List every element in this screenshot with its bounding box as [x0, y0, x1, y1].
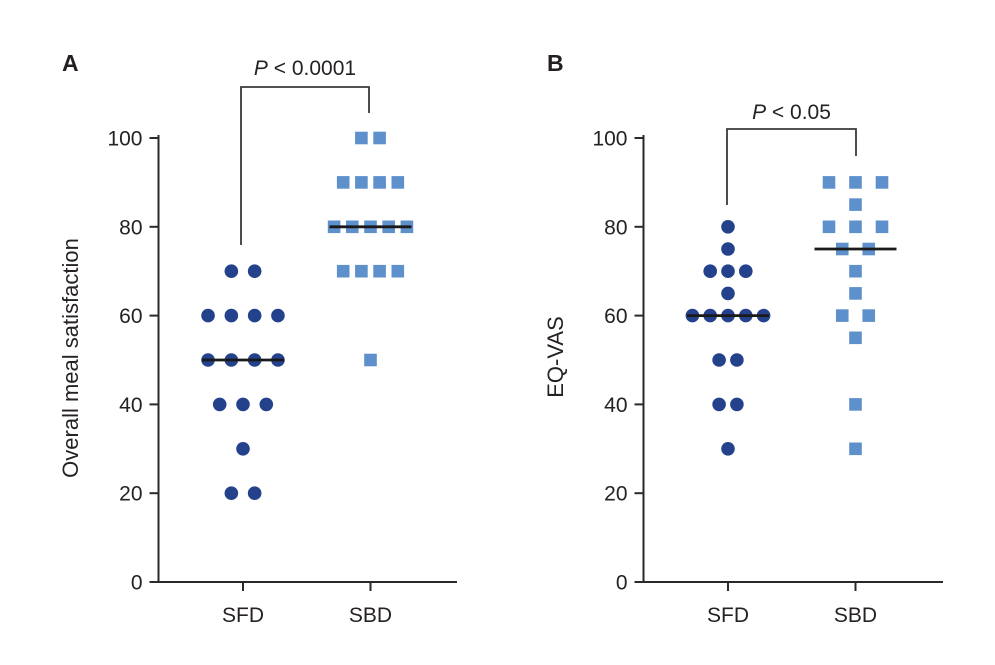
y-tick-label: 100: [592, 128, 627, 151]
data-point-circle: [721, 264, 735, 279]
data-point-circle: [224, 264, 239, 279]
data-point-square: [875, 176, 889, 189]
data-point-square: [391, 264, 405, 278]
data-point-square: [822, 176, 836, 189]
y-tick-label: 40: [604, 394, 627, 417]
data-point-square: [849, 287, 862, 300]
y-tick-label: 20: [604, 483, 627, 506]
x-tick-label: SFD: [707, 604, 749, 627]
data-point-square: [355, 131, 368, 145]
data-point-square: [373, 131, 386, 145]
data-point-circle: [739, 264, 753, 279]
data-point-circle: [247, 308, 262, 323]
data-point-square: [336, 264, 350, 278]
data-point-square: [822, 220, 836, 234]
y-tick-label: 0: [616, 572, 628, 595]
panel-a-letter: A: [62, 50, 79, 76]
y-tick-label: 20: [119, 483, 142, 506]
y-tick-label: 60: [119, 305, 142, 328]
data-point-square: [849, 220, 862, 234]
p-value-label: P < 0.05: [752, 101, 831, 124]
data-point-circle: [721, 286, 735, 301]
data-point-circle: [721, 220, 735, 234]
y-tick-label: 100: [107, 128, 142, 151]
data-point-circle: [721, 442, 735, 456]
panel-b-y-axis-title: EQ-VAS: [543, 316, 568, 398]
data-point-square: [849, 264, 862, 278]
y-tick-label: 0: [131, 572, 143, 595]
data-point-circle: [236, 442, 250, 456]
data-point-square: [875, 220, 889, 234]
significance-bracket: [726, 128, 857, 205]
data-point-circle: [730, 397, 744, 412]
data-point-circle: [271, 308, 285, 323]
data-point-square: [355, 176, 368, 189]
data-point-circle: [212, 397, 227, 412]
panel-b: 0 20 40 60 80 100 SFD SBD P < 0.05: [592, 101, 943, 627]
data-point-square: [373, 176, 386, 189]
data-point-circle: [259, 397, 274, 412]
data-point-square: [849, 442, 862, 456]
y-tick-label: 40: [119, 394, 142, 417]
data-point-square: [336, 176, 350, 189]
x-tick-label: SBD: [834, 604, 877, 627]
data-point-square: [373, 264, 386, 278]
significance-bracket: [240, 86, 370, 245]
data-point-circle: [247, 264, 262, 279]
data-point-circle: [224, 486, 239, 501]
data-point-circle: [712, 353, 726, 367]
y-tick-label: 80: [604, 216, 627, 239]
data-point-circle: [224, 308, 239, 323]
axis-lines: [642, 135, 943, 583]
data-point-square: [849, 331, 862, 345]
data-point-square: [355, 264, 368, 278]
data-point-circle: [712, 397, 726, 412]
panel-b-letter: B: [547, 50, 564, 76]
panel-a-y-axis-title: Overall meal satisfaction: [58, 238, 83, 478]
data-point-square: [862, 309, 876, 322]
data-point-circle: [236, 397, 250, 412]
data-point-circle: [201, 308, 215, 323]
data-point-circle: [721, 242, 735, 256]
x-tick-label: SFD: [222, 604, 264, 627]
data-point-square: [835, 309, 849, 322]
data-point-square: [849, 176, 862, 189]
data-point-square: [849, 198, 862, 211]
panel-a: 0 20 40 60 80 100 SFD SBD P < 0.0001: [107, 57, 457, 627]
data-point-square: [364, 353, 377, 367]
data-point-circle: [247, 486, 262, 501]
data-point-circle: [703, 264, 717, 279]
data-point-square: [849, 398, 862, 411]
p-value-label: P < 0.0001: [254, 57, 356, 80]
data-point-circle: [730, 353, 744, 367]
y-tick-label: 80: [119, 216, 142, 239]
x-tick-label: SBD: [349, 604, 392, 627]
y-tick-label: 60: [604, 305, 627, 328]
data-point-square: [391, 176, 405, 189]
